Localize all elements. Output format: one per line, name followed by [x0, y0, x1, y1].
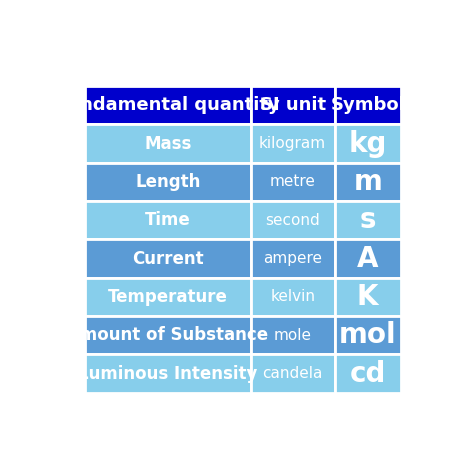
- Text: mole: mole: [273, 328, 312, 343]
- Text: Fundamental quantity: Fundamental quantity: [56, 96, 280, 114]
- Text: SI unit: SI unit: [260, 96, 326, 114]
- Bar: [251, 355, 335, 392]
- Bar: [335, 201, 401, 239]
- Bar: [251, 316, 335, 355]
- Bar: [85, 86, 251, 124]
- Bar: [85, 355, 251, 392]
- Text: A: A: [357, 245, 378, 273]
- Text: Temperature: Temperature: [108, 288, 228, 306]
- Text: kg: kg: [348, 129, 387, 157]
- Text: second: second: [265, 213, 320, 228]
- Text: m: m: [353, 168, 382, 196]
- Bar: [335, 278, 401, 316]
- Bar: [251, 278, 335, 316]
- Text: ampere: ampere: [263, 251, 322, 266]
- Text: Amount of Substance: Amount of Substance: [67, 326, 268, 344]
- Text: Current: Current: [132, 249, 204, 267]
- Text: kelvin: kelvin: [270, 289, 315, 304]
- Bar: [335, 86, 401, 124]
- Text: candela: candela: [263, 366, 323, 381]
- Text: metre: metre: [270, 174, 316, 190]
- Bar: [335, 355, 401, 392]
- Bar: [251, 163, 335, 201]
- Bar: [335, 124, 401, 163]
- Text: K: K: [357, 283, 378, 311]
- Bar: [251, 124, 335, 163]
- Bar: [85, 163, 251, 201]
- Bar: [335, 239, 401, 278]
- Bar: [251, 239, 335, 278]
- Bar: [85, 201, 251, 239]
- Text: Symbol: Symbol: [330, 96, 405, 114]
- Bar: [251, 201, 335, 239]
- Text: kilogram: kilogram: [259, 136, 326, 151]
- Bar: [85, 316, 251, 355]
- Text: mol: mol: [339, 321, 397, 349]
- Text: Mass: Mass: [144, 135, 191, 153]
- Bar: [335, 316, 401, 355]
- Bar: [85, 278, 251, 316]
- Bar: [85, 239, 251, 278]
- Text: Length: Length: [135, 173, 201, 191]
- Text: Luminous Intensity: Luminous Intensity: [78, 365, 257, 383]
- Bar: [85, 124, 251, 163]
- Text: s: s: [359, 206, 376, 234]
- Bar: [335, 163, 401, 201]
- Text: Time: Time: [145, 211, 191, 229]
- Text: cd: cd: [349, 359, 386, 388]
- Bar: [251, 86, 335, 124]
